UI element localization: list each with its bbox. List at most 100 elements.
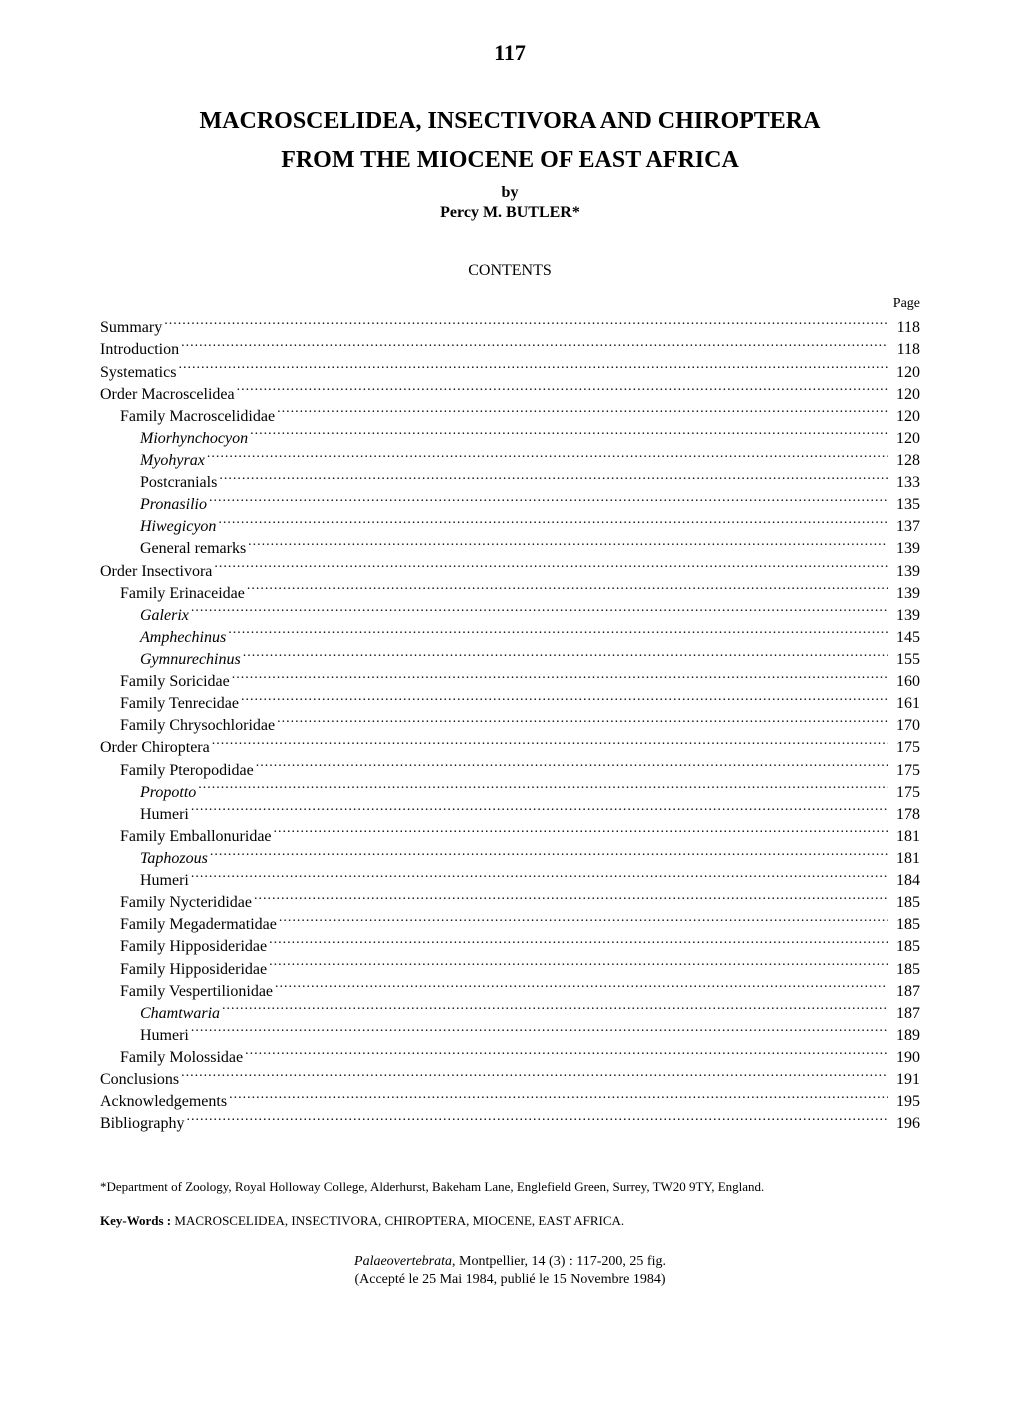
table-of-contents: Summary118Introduction118Systematics120O… (100, 316, 920, 1134)
page-number: 117 (100, 40, 920, 66)
toc-entry-page: 190 (890, 1047, 920, 1068)
toc-leader-dots (191, 869, 888, 885)
toc-entry-page: 185 (890, 914, 920, 935)
toc-entry-page: 120 (890, 362, 920, 383)
toc-entry-label: Family Pteropodidae (120, 760, 254, 781)
toc-entry-label: Family Hipposideridae (120, 936, 267, 957)
toc-row: Bibliography 196 (100, 1112, 920, 1134)
citation-journal: Palaeovertebrata (354, 1254, 452, 1269)
toc-row: Pronasilio135 (100, 493, 920, 515)
toc-entry-page: 187 (890, 981, 920, 1002)
toc-entry-label: Summary (100, 317, 162, 338)
toc-leader-dots (275, 980, 888, 996)
toc-entry-page: 196 (890, 1113, 920, 1134)
toc-row: Family Vespertilionidae 187 (100, 980, 920, 1002)
toc-row: Introduction 118 (100, 338, 920, 360)
toc-row: Family Pteropodidae175 (100, 759, 920, 781)
toc-entry-label: Conclusions (100, 1069, 179, 1090)
keywords-label: Key-Words : (100, 1213, 174, 1228)
toc-entry-label: Acknowledgements (100, 1091, 227, 1112)
contents-heading: CONTENTS (100, 262, 920, 280)
toc-row: Chamtwaria187 (100, 1002, 920, 1024)
toc-entry-page: 133 (890, 472, 920, 493)
toc-row: Order Insectivora139 (100, 560, 920, 582)
toc-entry-label: Order Macroscelidea (100, 384, 235, 405)
toc-row: Humeri178 (100, 803, 920, 825)
toc-entry-label: Systematics (100, 362, 176, 383)
toc-leader-dots (247, 582, 888, 598)
toc-row: Galerix139 (100, 604, 920, 626)
page-column-label: Page (100, 296, 920, 312)
toc-row: Family Tenrecidae161 (100, 692, 920, 714)
page-container: 117 MACROSCELIDEA, INSECTIVORA AND CHIRO… (0, 0, 1020, 1403)
toc-leader-dots (277, 405, 888, 421)
toc-row: Propotto 175 (100, 781, 920, 803)
toc-entry-page: 175 (890, 782, 920, 803)
toc-leader-dots (212, 736, 888, 752)
toc-row: Summary118 (100, 316, 920, 338)
toc-leader-dots (181, 338, 888, 354)
toc-entry-label: Gymnurechinus (140, 649, 241, 670)
toc-entry-label: Taphozous (140, 848, 208, 869)
toc-row: Hiwegicyon137 (100, 515, 920, 537)
toc-row: Miorhynchocyon 120 (100, 427, 920, 449)
toc-entry-page: 118 (890, 339, 920, 360)
toc-row: Order Chiroptera175 (100, 736, 920, 758)
toc-leader-dots (277, 714, 888, 730)
toc-entry-page: 184 (890, 870, 920, 891)
toc-entry-page: 181 (890, 826, 920, 847)
toc-entry-label: Introduction (100, 339, 179, 360)
toc-leader-dots (191, 1024, 888, 1040)
toc-entry-label: Family Hipposideridae (120, 959, 267, 980)
toc-entry-page: 185 (890, 936, 920, 957)
title-line-1: MACROSCELIDEA, INSECTIVORA AND CHIROPTER… (100, 106, 920, 137)
toc-entry-page: 120 (890, 406, 920, 427)
toc-row: Family Emballonuridae181 (100, 825, 920, 847)
toc-entry-label: Miorhynchocyon (140, 428, 248, 449)
toc-leader-dots (228, 626, 888, 642)
toc-entry-page: 120 (890, 428, 920, 449)
toc-entry-label: Order Insectivora (100, 561, 212, 582)
toc-leader-dots (243, 648, 888, 664)
toc-entry-label: Family Macroscelididae (120, 406, 275, 427)
toc-leader-dots (209, 493, 888, 509)
toc-leader-dots (181, 1068, 888, 1084)
toc-leader-dots (245, 1046, 888, 1062)
toc-entry-label: Chamtwaria (140, 1003, 220, 1024)
toc-leader-dots (210, 847, 888, 863)
toc-leader-dots (191, 604, 888, 620)
toc-leader-dots (164, 316, 888, 332)
citation-dates: (Accepté le 25 Mai 1984, publié le 15 No… (354, 1272, 665, 1287)
toc-row: Family Nycterididae185 (100, 891, 920, 913)
toc-row: Family Macroscelididae 120 (100, 405, 920, 427)
toc-leader-dots (269, 958, 888, 974)
toc-entry-page: 145 (890, 627, 920, 648)
title-line-2: FROM THE MIOCENE OF EAST AFRICA (100, 145, 920, 176)
toc-entry-page: 170 (890, 715, 920, 736)
toc-row: Family Megadermatidae185 (100, 913, 920, 935)
toc-entry-page: 160 (890, 671, 920, 692)
toc-row: General remarks139 (100, 537, 920, 559)
toc-entry-label: Family Erinaceidae (120, 583, 245, 604)
toc-row: Family Soricidae 160 (100, 670, 920, 692)
citation-details: , Montpellier, 14 (3) : 117-200, 25 fig. (452, 1254, 666, 1269)
toc-leader-dots (256, 759, 888, 775)
toc-entry-label: Propotto (140, 782, 196, 803)
toc-entry-label: Bibliography (100, 1113, 184, 1134)
toc-row: Humeri184 (100, 869, 920, 891)
toc-entry-label: Hiwegicyon (140, 516, 216, 537)
toc-leader-dots (274, 825, 888, 841)
toc-entry-label: Family Vespertilionidae (120, 981, 273, 1002)
toc-leader-dots (207, 449, 888, 465)
toc-entry-label: Family Molossidae (120, 1047, 243, 1068)
toc-row: Taphozous181 (100, 847, 920, 869)
toc-entry-label: Family Tenrecidae (120, 693, 239, 714)
toc-leader-dots (191, 803, 888, 819)
toc-row: Order Macroscelidea120 (100, 383, 920, 405)
toc-leader-dots (186, 1112, 888, 1128)
toc-row: Humeri189 (100, 1024, 920, 1046)
toc-entry-page: 185 (890, 959, 920, 980)
toc-entry-label: Family Soricidae (120, 671, 230, 692)
toc-leader-dots (279, 913, 888, 929)
toc-entry-label: General remarks (140, 538, 246, 559)
